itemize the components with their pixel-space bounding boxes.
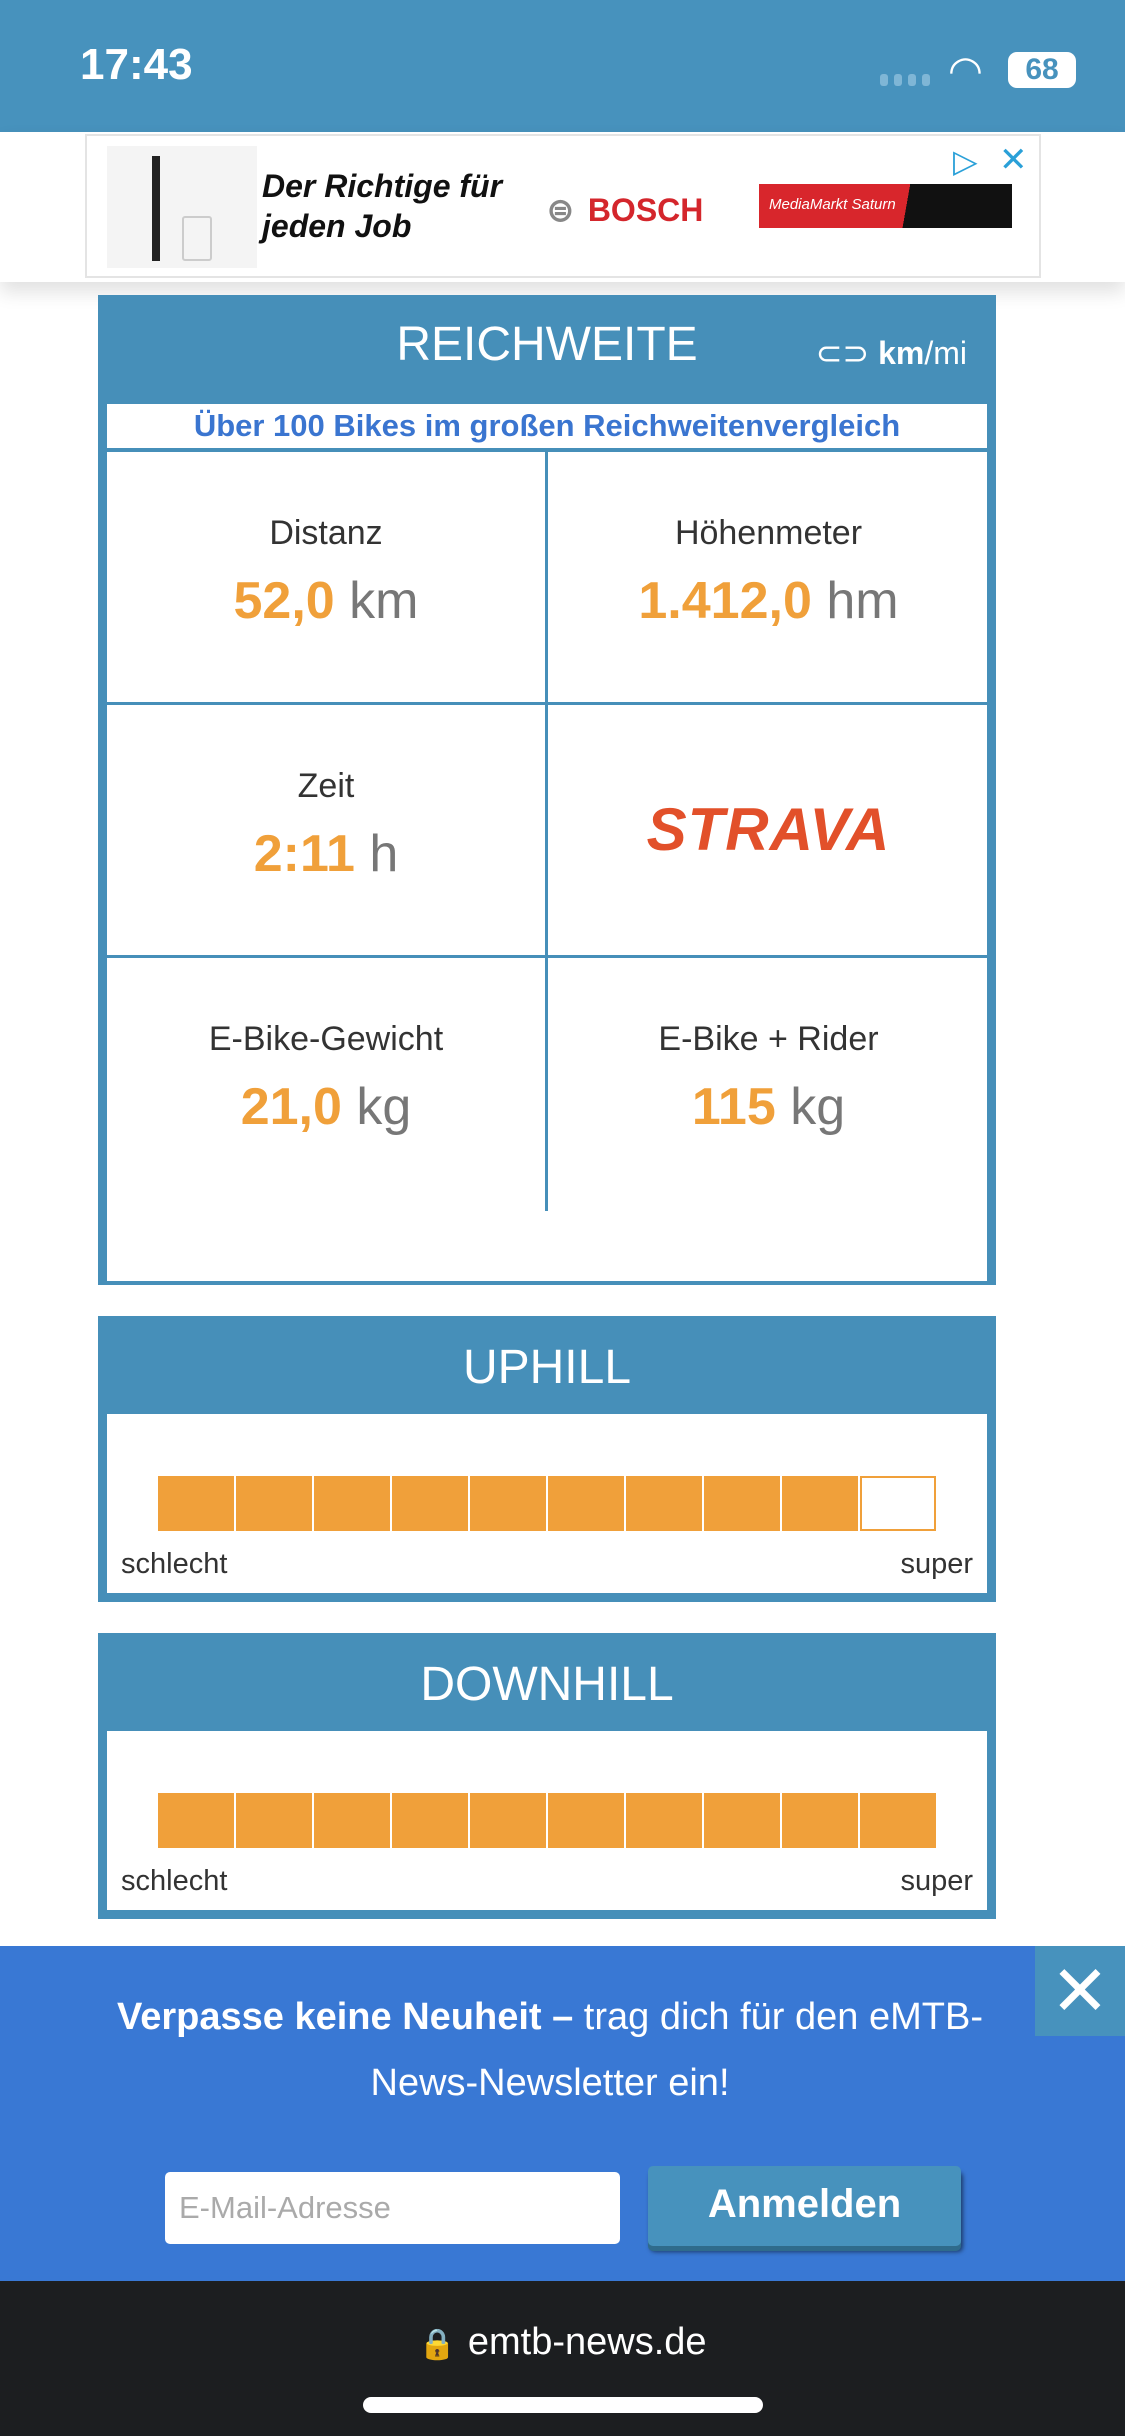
lock-icon: 🔒: [418, 2328, 456, 2361]
rating-segment-filled: [860, 1793, 936, 1848]
rating-segment-filled: [548, 1476, 624, 1531]
ad-close-icon[interactable]: ✕: [999, 141, 1028, 179]
stat-bike-weight: E-Bike-Gewicht 21,0 kg: [107, 958, 548, 1211]
rating-high-label: super: [900, 1865, 973, 1897]
rating-segment-filled: [626, 1476, 702, 1531]
unit-toggle[interactable]: ⊂⊃ km/mi: [815, 335, 967, 371]
range-stats-grid: Distanz 52,0 km Höhenmeter 1.412,0 hm Zeit…: [107, 452, 989, 1211]
subscribe-button[interactable]: Anmelden: [648, 2166, 961, 2246]
bosch-logo: BOSCH: [547, 191, 704, 229]
newsletter-banner: Verpasse keine Neuheit – trag dich für d…: [0, 1946, 1125, 2281]
battery-icon: 68: [1008, 52, 1076, 88]
cellular-signal-icon: [880, 74, 930, 86]
downhill-rating: schlecht super: [107, 1731, 987, 1910]
mediamarkt-saturn-logo: MediaMarkt Saturn: [759, 184, 1012, 228]
rating-low-label: schlecht: [121, 1865, 228, 1897]
range-card: REICHWEITE ⊂⊃ km/mi Über 100 Bikes im gr…: [98, 295, 996, 1285]
strava-logo[interactable]: STRAVA: [548, 705, 989, 958]
downhill-rating-bar: [158, 1793, 938, 1848]
rating-segment-filled: [236, 1793, 312, 1848]
rating-segment-filled: [470, 1793, 546, 1848]
downhill-card: DOWNHILL schlecht super: [98, 1633, 996, 1919]
newsletter-close-button[interactable]: ✕: [1035, 1946, 1125, 2036]
rating-segment-filled: [236, 1476, 312, 1531]
ad-slogan: Der Richtige für jeden Job: [262, 168, 503, 244]
rating-segment-filled: [314, 1476, 390, 1531]
hand-blender-image: [107, 146, 257, 268]
address-bar[interactable]: 🔒 emtb-news.de: [418, 2321, 707, 2363]
stat-distance: Distanz 52,0 km: [107, 452, 548, 705]
clock: 17:43: [80, 40, 193, 89]
rating-segment-filled: [392, 1793, 468, 1848]
uphill-rating-bar: [158, 1476, 938, 1531]
uphill-title: UPHILL: [462, 1341, 632, 1394]
status-bar: 17:43 ◠ 68: [0, 0, 1125, 132]
rating-segment-filled: [704, 1793, 780, 1848]
email-input[interactable]: [165, 2172, 620, 2244]
rating-segment-filled: [392, 1476, 468, 1531]
newsletter-text: Verpasse keine Neuheit – trag dich für d…: [117, 1996, 983, 2104]
adchoices-icon[interactable]: ▷: [953, 143, 978, 179]
stat-elevation: Höhenmeter 1.412,0 hm: [548, 452, 989, 705]
rating-segment-filled: [470, 1476, 546, 1531]
browser-bar: 🔒 emtb-news.de: [0, 2281, 1125, 2436]
rating-segment-empty: [860, 1476, 936, 1531]
rating-segment-filled: [782, 1793, 858, 1848]
stat-time: Zeit 2:11 h: [107, 705, 548, 958]
range-title: REICHWEITE: [396, 318, 698, 371]
stat-bike-rider-weight: E-Bike + Rider 115 kg: [658, 1020, 879, 1136]
comparison-link[interactable]: Über 100 Bikes im großen Reichweitenverg…: [107, 404, 987, 448]
rating-low-label: schlecht: [121, 1548, 228, 1580]
uphill-card: UPHILL schlecht super: [98, 1316, 996, 1602]
range-header: REICHWEITE ⊂⊃ km/mi: [107, 295, 987, 404]
rating-segment-filled: [158, 1793, 234, 1848]
home-indicator[interactable]: [363, 2397, 763, 2413]
uphill-rating: schlecht super: [107, 1414, 987, 1593]
rating-segment-filled: [782, 1476, 858, 1531]
wifi-icon: ◠: [948, 49, 983, 93]
rating-segment-filled: [158, 1476, 234, 1531]
rating-segment-filled: [626, 1793, 702, 1848]
rating-segment-filled: [314, 1793, 390, 1848]
rating-segment-filled: [548, 1793, 624, 1848]
rating-segment-filled: [704, 1476, 780, 1531]
toggle-icon: ⊂⊃: [815, 335, 879, 371]
downhill-title: DOWNHILL: [420, 1658, 674, 1711]
rating-high-label: super: [900, 1548, 973, 1580]
